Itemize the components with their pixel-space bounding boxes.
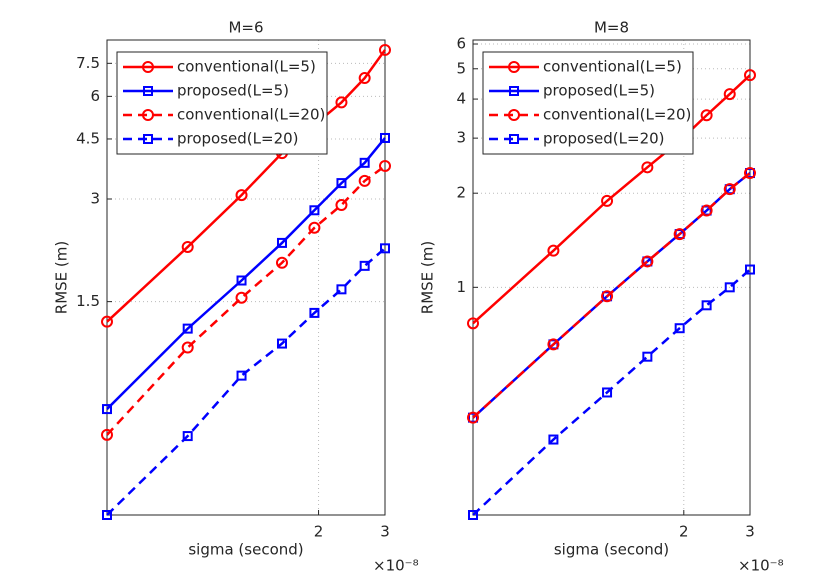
data-point [745,264,755,275]
data-point [181,341,194,354]
data-point [308,221,321,234]
data-point [641,161,654,174]
data-point [359,260,370,271]
x-tick-label: 2 [314,523,324,541]
data-point [723,183,736,196]
data-point [336,178,347,189]
data-point [602,387,613,398]
axes-box [106,39,386,516]
legend-marker [508,109,520,121]
data-point [181,240,194,253]
data-point [701,300,712,311]
legend-label: proposed(L=20) [177,130,299,148]
y-tick-label: 1.5 [76,292,100,310]
data-point [182,431,193,442]
data-point [601,290,614,303]
y-tick-label: 3 [456,129,466,147]
legend-marker [509,86,519,96]
legend-marker [142,61,154,73]
data-point [723,88,736,101]
x-tick-label: 3 [380,523,390,541]
data-point [236,370,247,381]
legend-marker [508,61,520,73]
y-axis-label: RMSE (m) [53,241,71,314]
legend-label: conventional(L=5) [177,58,316,76]
y-tick-label: 7.5 [76,54,100,72]
y-tick-label: 6 [90,87,100,105]
y-tick-label: 4 [456,90,466,108]
y-axis-label: RMSE (m) [419,241,437,314]
data-point [642,351,653,362]
data-point [276,338,287,349]
data-point [102,404,112,415]
data-point [380,132,390,143]
data-point [674,323,685,334]
legend-marker [142,109,154,121]
data-point [547,338,560,351]
data-point [359,157,370,168]
data-point [235,189,248,202]
data-point [379,43,391,56]
x-offset-label: ×10⁻⁸ [373,557,419,575]
data-point [379,159,391,172]
legend-marker [143,86,153,96]
data-point [548,434,559,445]
data-point [101,315,113,328]
data-point [235,291,248,304]
data-point [182,323,193,334]
y-tick-label: 4.5 [76,129,100,147]
data-point [276,237,287,248]
chart-title: M=8 [594,19,629,37]
legend-label: conventional(L=5) [543,58,682,76]
data-point [358,174,371,187]
data-point [744,69,756,82]
chart-title: M=6 [228,19,263,37]
x-axis-label: sigma (second) [188,541,303,559]
x-tick-label: 2 [679,523,689,541]
data-point [335,199,348,212]
data-point [724,282,735,293]
legend-label: conventional(L=20) [543,106,691,124]
legend-label: proposed(L=20) [543,130,665,148]
x-tick-label: 3 [745,523,755,541]
data-point [601,194,614,207]
y-tick-label: 6 [456,35,466,53]
legend-marker [143,134,153,144]
y-tick-label: 1 [456,278,466,296]
y-tick-label: 5 [456,59,466,77]
y-tick-label: 2 [456,184,466,202]
data-point [102,510,112,520]
data-point [641,255,654,268]
data-point [309,307,320,318]
data-point [467,411,479,424]
data-point [358,72,371,85]
data-point [744,167,756,180]
data-point [467,317,479,330]
x-axis-label: sigma (second) [554,541,669,559]
data-point [335,96,348,109]
y-tick-label: 3 [90,189,100,207]
data-point [309,205,320,216]
data-point [380,243,390,254]
series-line [106,247,386,516]
legend-label: conventional(L=20) [177,106,325,124]
data-point [336,284,347,295]
legend-label: proposed(L=5) [177,82,289,100]
data-point [468,510,478,520]
legend-marker [509,134,519,144]
data-point [236,275,247,286]
data-point [700,109,713,122]
legend-label: proposed(L=5) [543,82,655,100]
axes-box [472,39,751,516]
x-offset-label: ×10⁻⁸ [738,557,784,575]
data-point [547,244,560,257]
data-point [101,428,113,441]
data-point [700,204,713,217]
data-point [673,228,686,241]
data-point [275,256,288,269]
